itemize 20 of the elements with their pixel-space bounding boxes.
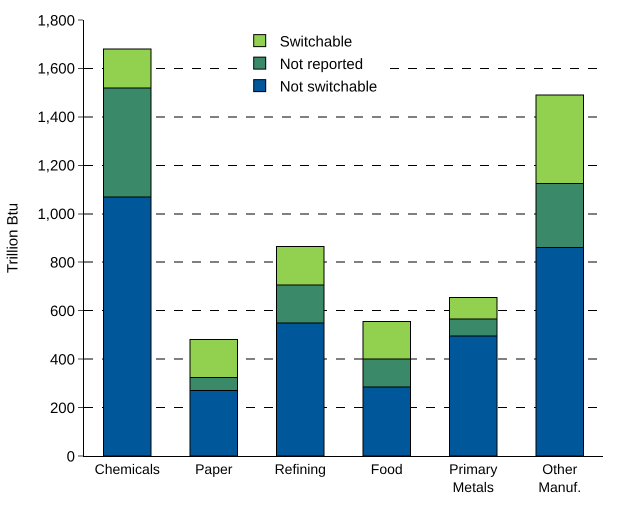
y-tick-label: 1,800 bbox=[37, 12, 75, 30]
y-axis-title: Trillion Btu bbox=[4, 202, 22, 274]
y-tick-label: 1,200 bbox=[37, 158, 75, 175]
legend-label: Not switchable bbox=[280, 78, 378, 96]
y-tick-label: 0 bbox=[66, 448, 75, 466]
x-tick-label: Paper bbox=[195, 460, 233, 477]
y-tick-label: 800 bbox=[50, 254, 75, 272]
y-tick-label: 400 bbox=[50, 351, 75, 368]
y-tick-label: 1,600 bbox=[37, 60, 75, 78]
y-tick-label: 600 bbox=[50, 302, 75, 320]
y-tick-label: 1,000 bbox=[37, 206, 75, 224]
x-tick-label: Food bbox=[370, 460, 403, 477]
x-tick-label: Chemicals bbox=[94, 460, 160, 477]
legend-label: Switchable bbox=[280, 33, 352, 50]
x-tick-label: Refining bbox=[274, 460, 326, 477]
legend-label: Not reported bbox=[280, 56, 364, 73]
x-tick-label: Primary Metals bbox=[449, 460, 498, 495]
x-tick-label: Other Manuf. bbox=[538, 460, 582, 495]
y-tick-label: 1,400 bbox=[37, 109, 75, 126]
y-tick-label: 200 bbox=[50, 400, 75, 417]
